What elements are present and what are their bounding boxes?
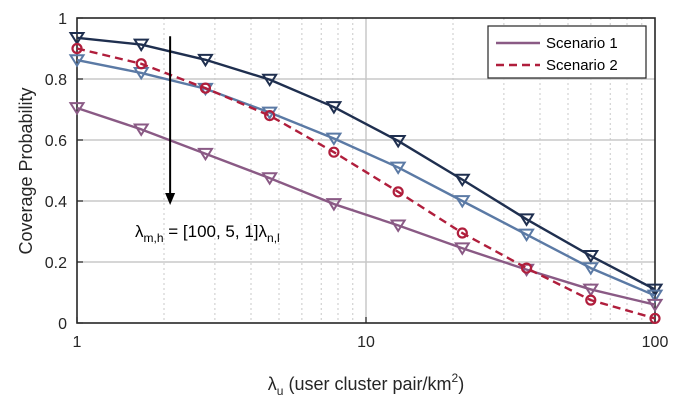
series-line <box>76 58 656 297</box>
series-group <box>68 31 664 325</box>
series-line <box>76 36 656 291</box>
x-axis-title: λu (user cluster pair/km2) <box>268 371 464 398</box>
x-axis-superscript: 2 <box>452 371 459 385</box>
y-tick-label: 0.8 <box>45 72 67 89</box>
data-point-marker <box>71 42 83 55</box>
x-axis-subscript: u <box>277 384 284 398</box>
data-point-marker <box>325 198 343 212</box>
y-tick-label: 0.2 <box>45 255 67 272</box>
x-tick-label: 10 <box>357 334 375 351</box>
data-point-marker <box>582 262 600 276</box>
x-tick-label: 100 <box>642 334 669 351</box>
legend-box <box>487 25 647 79</box>
annotation-text: = [100, 5, 1] <box>164 222 259 241</box>
x-axis-symbol: λ <box>268 374 277 394</box>
data-point-marker <box>325 132 343 146</box>
y-tick-labels: 0 0.2 0.4 0.6 0.8 1 <box>45 11 83 333</box>
data-point-marker <box>197 53 214 68</box>
data-point-marker <box>585 294 597 306</box>
data-point-marker <box>132 38 150 52</box>
x-axis-suffix: ) <box>458 374 464 394</box>
data-point-marker <box>197 147 214 162</box>
data-point-marker <box>328 146 340 158</box>
data-point-marker <box>135 58 147 70</box>
data-point-marker <box>646 289 664 303</box>
data-point-marker <box>264 109 276 122</box>
data-point-marker <box>389 161 407 175</box>
y-tick-label: 0.6 <box>45 133 67 150</box>
data-point-marker <box>454 195 471 209</box>
annotation-subscript: m,h <box>144 231 164 245</box>
annotation-arrowhead <box>165 193 176 206</box>
y-axis-title: Coverage Probability <box>16 87 36 254</box>
data-point-marker <box>518 213 535 227</box>
data-point-marker <box>68 54 86 68</box>
data-point-marker <box>582 283 600 297</box>
series-line <box>76 106 656 306</box>
series-line <box>76 47 656 320</box>
x-axis-text: (user cluster pair/km <box>283 374 451 394</box>
y-tick-label: 0 <box>58 316 67 333</box>
data-point-marker <box>392 186 404 198</box>
annotation-text: λ <box>135 222 144 241</box>
data-point-marker <box>582 250 600 264</box>
data-point-marker <box>518 228 535 242</box>
data-point-marker <box>261 172 278 186</box>
data-point-marker <box>646 298 664 313</box>
x-tick-labels: 1 10 100 <box>73 317 669 351</box>
data-point-marker <box>456 227 468 239</box>
data-point-marker <box>68 102 86 116</box>
y-tick-label: 0.4 <box>45 194 67 211</box>
data-point-marker <box>520 262 533 274</box>
data-point-marker <box>68 31 86 46</box>
y-tick-label: 1 <box>58 11 67 28</box>
annotation-text: λ <box>259 222 268 241</box>
annotation-label: λm,h = [100, 5, 1]λn,l <box>135 222 280 245</box>
series-4 <box>71 42 661 325</box>
data-point-marker <box>199 82 212 94</box>
legend-label: Scenario 2 <box>546 57 618 74</box>
annotation: λm,h = [100, 5, 1]λn,l <box>135 36 280 245</box>
data-point-marker <box>389 219 407 233</box>
x-tick-label: 1 <box>73 334 82 351</box>
data-point-marker <box>454 173 471 188</box>
data-point-marker <box>132 123 150 137</box>
data-point-marker <box>261 73 278 88</box>
series-3 <box>68 102 664 313</box>
annotation-subscript: n,l <box>267 231 280 245</box>
data-point-marker <box>454 242 471 256</box>
legend-label: Scenario 1 <box>546 35 618 52</box>
data-point-marker <box>389 135 407 149</box>
data-point-marker <box>649 312 661 325</box>
data-point-marker <box>325 101 343 115</box>
legend: Scenario 1 Scenario 2 <box>487 25 647 79</box>
